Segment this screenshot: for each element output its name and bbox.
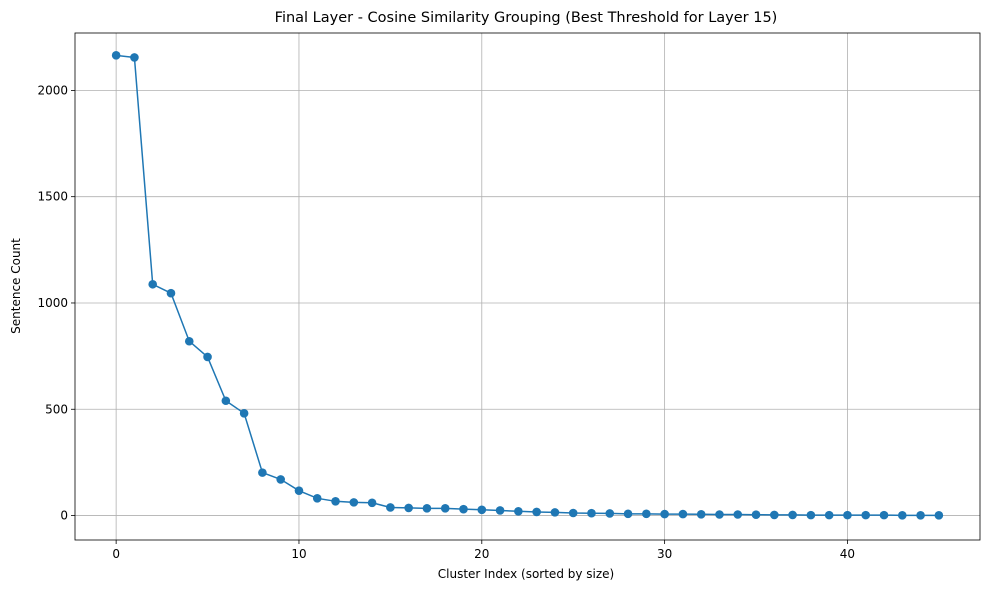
data-point — [623, 509, 633, 519]
x-tick-label: 20 — [474, 547, 489, 561]
y-tick-label: 500 — [45, 402, 68, 416]
x-tick-label: 0 — [112, 547, 120, 561]
data-point — [312, 494, 322, 503]
data-point — [715, 510, 724, 519]
data-point — [111, 51, 121, 60]
data-point — [239, 409, 249, 418]
x-axis-label: Cluster Index (sorted by size) — [438, 567, 614, 581]
data-point — [879, 510, 889, 520]
data-point — [349, 498, 359, 507]
data-point — [678, 509, 688, 519]
y-tick-label: 2000 — [37, 83, 68, 97]
x-tick-label: 40 — [840, 547, 855, 561]
series-line-group — [116, 54, 939, 517]
y-tick-label: 1500 — [37, 190, 68, 204]
data-point — [916, 511, 925, 520]
data-point — [367, 498, 377, 508]
data-point — [751, 510, 761, 520]
y-axis-ticks: 0 500 1000 1500 2000 — [37, 83, 75, 523]
x-tick-label: 10 — [291, 547, 306, 561]
data-point — [459, 504, 468, 514]
data-point — [733, 510, 743, 519]
data-point — [806, 510, 816, 520]
data-point — [532, 507, 541, 517]
y-axis-label: Sentence Count — [9, 238, 23, 334]
data-point — [642, 509, 651, 519]
data-point — [824, 510, 834, 520]
data-point — [605, 509, 615, 518]
data-point — [203, 352, 212, 362]
data-point — [550, 508, 560, 517]
y-tick-label: 1000 — [37, 296, 68, 310]
data-point — [331, 497, 340, 506]
data-point — [276, 475, 285, 484]
data-point — [587, 508, 596, 518]
data-point — [770, 510, 779, 520]
series-line — [116, 54, 939, 517]
grid-lines — [75, 33, 980, 540]
data-point — [404, 503, 413, 513]
data-point — [495, 506, 505, 515]
data-point — [897, 511, 907, 520]
data-point — [422, 504, 432, 513]
data-point — [294, 486, 304, 495]
data-point — [934, 511, 944, 520]
data-point — [861, 510, 871, 520]
data-point — [386, 503, 395, 512]
data-point — [843, 510, 852, 520]
data-point — [440, 504, 450, 513]
data-point — [221, 396, 231, 406]
data-point — [568, 508, 578, 518]
plot-area-frame — [74, 32, 981, 541]
data-point — [166, 288, 176, 298]
x-tick-label: 30 — [657, 547, 672, 561]
data-point — [184, 336, 194, 346]
y-tick-label: 0 — [60, 509, 68, 523]
data-point — [514, 507, 523, 516]
data-point — [696, 509, 706, 519]
data-point — [788, 510, 797, 520]
x-axis-ticks: 0 10 20 30 40 — [112, 540, 855, 561]
data-point — [258, 468, 267, 477]
series-markers-group — [111, 51, 944, 520]
data-point — [660, 509, 669, 519]
chart-title: Final Layer - Cosine Similarity Grouping… — [275, 10, 778, 26]
data-point — [477, 505, 487, 515]
data-point — [148, 279, 158, 289]
data-point — [130, 53, 139, 62]
